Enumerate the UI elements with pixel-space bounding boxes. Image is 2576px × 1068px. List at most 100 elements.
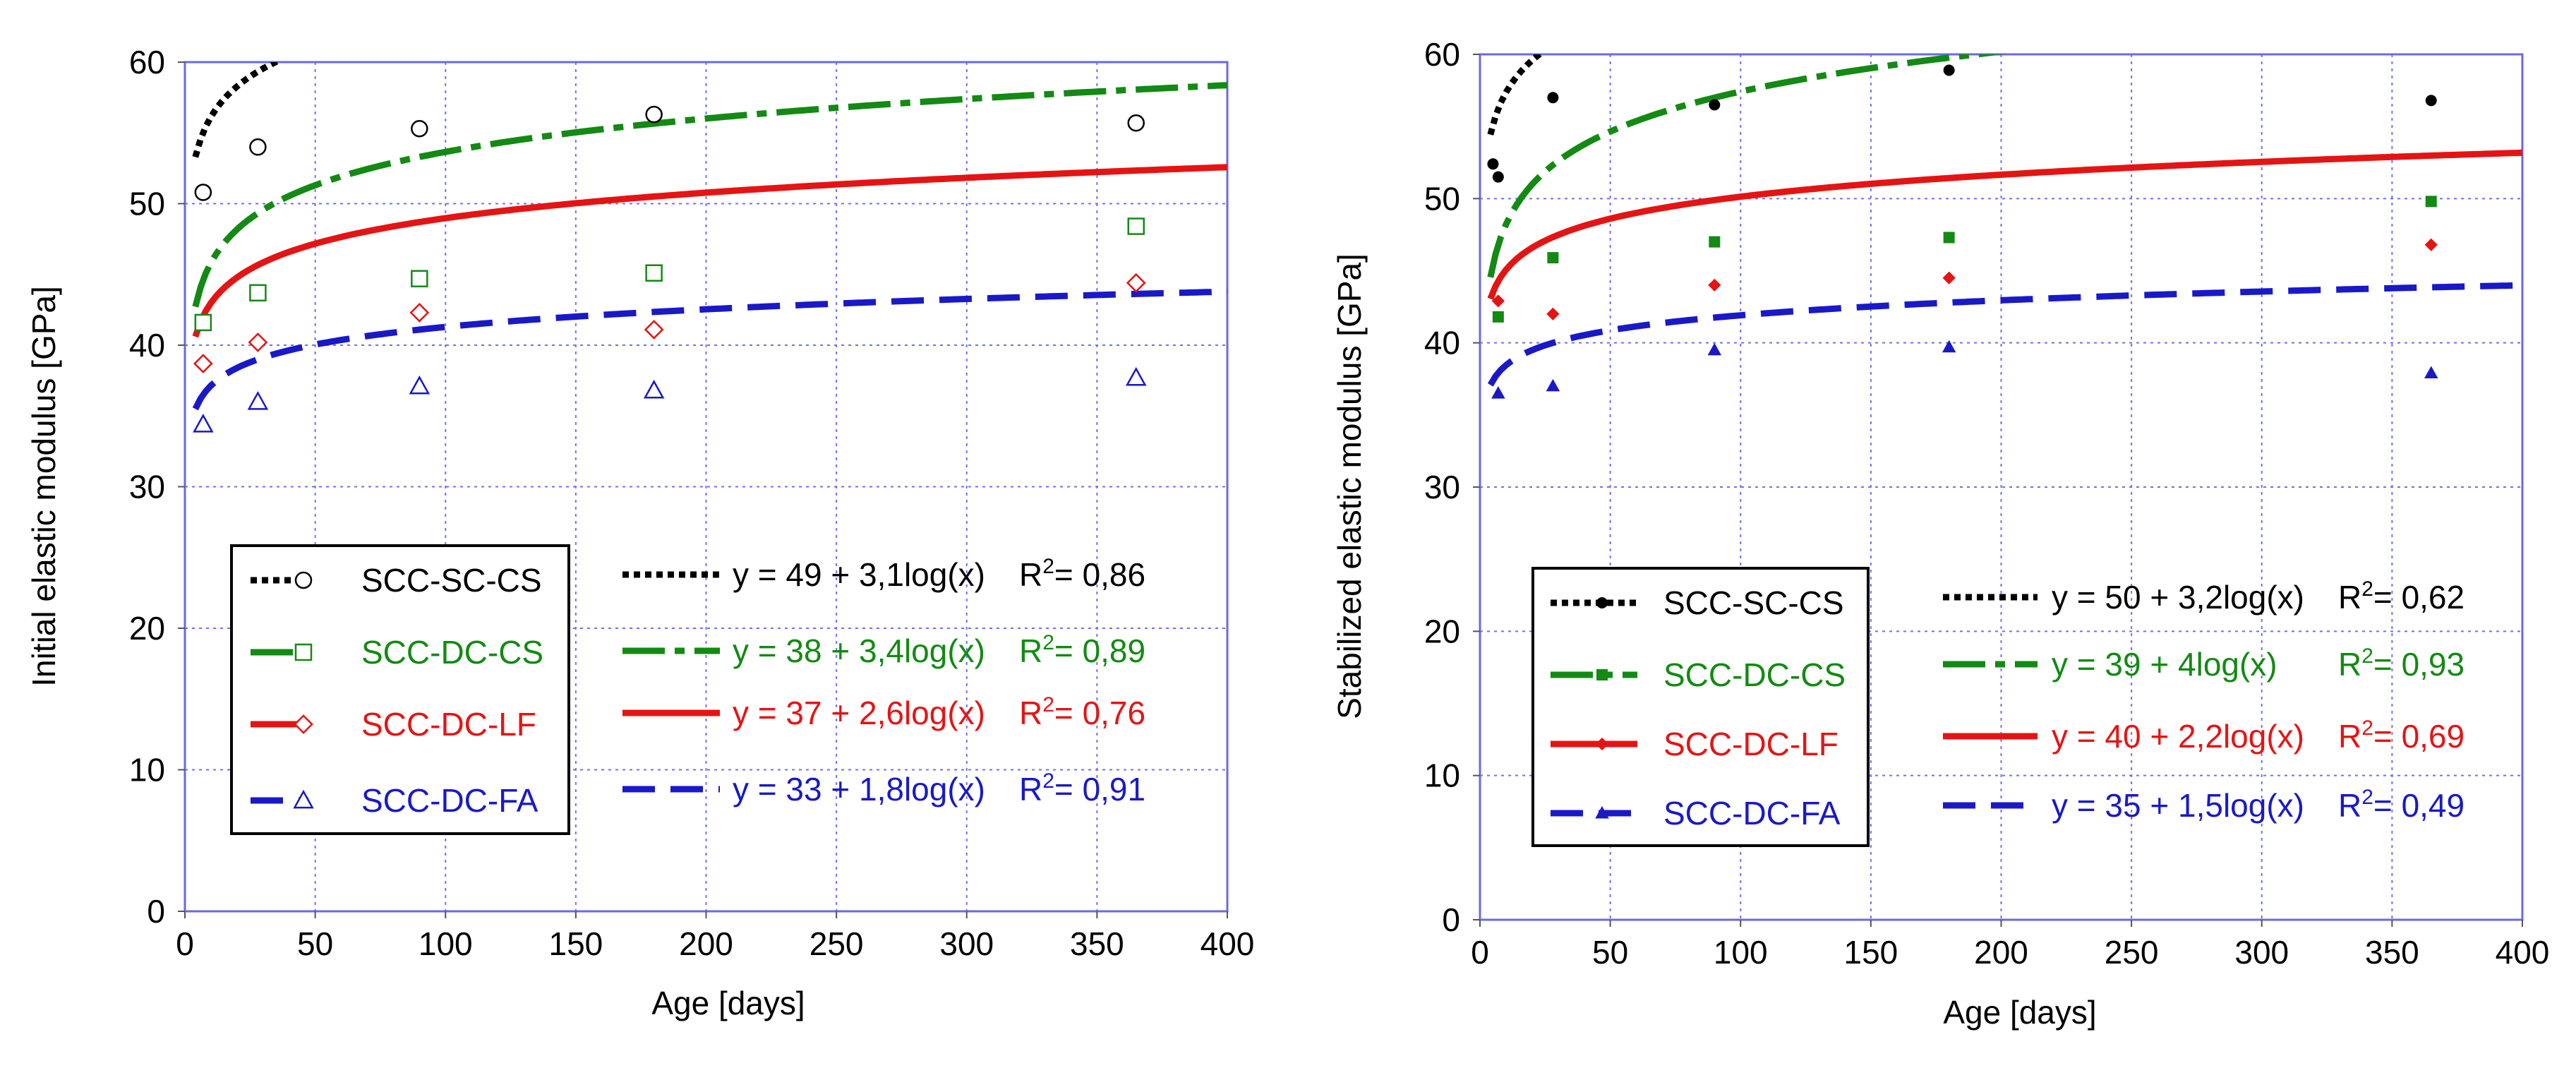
r2-symbol: R [2338,787,2361,824]
x-tick-label: 100 [1714,934,1768,971]
data-point [1943,232,1955,244]
data-point [248,332,268,352]
r2-symbol: R [2338,646,2361,683]
series-scc-dc-cs [194,217,1145,332]
series-scc-sc-cs [194,105,1145,201]
data-point [1942,340,1956,353]
data-point [2425,196,2437,208]
r2-value: = 0,93 [2373,646,2464,683]
legend-markers: SCC-SC-CS SCC-DC-CS SCC-DC-LF SCC-DC-FA [1531,567,1870,847]
chart-1: 0 50 100 150 200 250 300 350 400 0 10 20 30 40 50 60 Age… [25,44,1255,1021]
r2-symbol: R [1019,632,1042,669]
x-tick-label: 350 [1070,925,1124,962]
data-point [409,303,430,323]
series-scc-dc-lf [193,272,1146,373]
r2-value: = 0,76 [1054,695,1145,731]
r2-symbol: R [1019,695,1042,731]
x-tick-label: 150 [549,925,603,962]
x-tick-label: 50 [297,925,333,962]
data-point [1125,366,1147,386]
x-tick-label: 400 [1200,925,1255,962]
y-tick-label: 10 [129,752,165,788]
legend-diamond-icon [294,714,313,734]
data-point [1492,311,1504,323]
y-tick-label: 20 [1424,613,1460,649]
data-point [247,390,269,410]
r2-symbol: R [2338,579,2361,616]
fit-curve-scc-dc-lf [192,164,1227,338]
y-tick-label: 50 [1424,180,1460,217]
legend-circle-icon [1596,597,1608,608]
x-tick-label: 200 [679,925,733,962]
data-point [194,184,212,201]
fit-curve-scc-dc-cs [192,82,1227,308]
data-point [1943,64,1955,76]
data-point [411,119,428,138]
r2-superscript: 2 [1042,693,1054,716]
x-tick-label: 150 [1844,934,1898,971]
x-tick-label: 0 [176,925,194,962]
legend-square-icon [1596,669,1608,680]
x-axis-title: Age [days] [651,985,805,1021]
data-point [249,284,267,302]
legend-triangle-icon [1595,805,1609,819]
fit-equation: y = 39 + 4log(x) [2052,646,2277,683]
legend-box [1531,567,1870,847]
legend-label: SCC-DC-CS [361,634,543,671]
data-point [2424,366,2438,379]
data-point [1127,217,1145,235]
y-tick-label: 40 [129,327,165,364]
series-scc-dc-fa [193,366,1147,433]
data-point [409,375,431,395]
y-tick-label: 30 [129,469,165,505]
y-axis-title: Initial elastic modulus [GPa] [25,286,62,687]
r2-superscript: 2 [2361,577,2373,601]
data-point [1942,271,1956,284]
y-tick-label: 30 [1424,469,1460,505]
fit-r2: R2= 0,89 [1019,631,1145,669]
y-tick-label: 60 [129,44,165,80]
data-point [1707,342,1722,356]
y-tick-label: 0 [147,893,165,930]
data-point [411,270,428,288]
r2-symbol: R [2338,718,2361,755]
fit-r2: R2= 0,91 [1019,769,1145,808]
x-tick-label: 0 [1471,934,1489,971]
data-point [1126,272,1146,293]
fit-r2: R2= 0,76 [1019,693,1145,731]
fit-r2: R2= 0,49 [2338,786,2464,824]
legend-label: SCC-DC-LF [1663,726,1838,762]
y-axis-title: Stabilized elastic modulus [GPa] [1331,253,1368,719]
fit-equation: y = 35 + 1,5log(x) [2052,787,2304,824]
data-point [2425,95,2437,107]
legend-label: SCC-DC-LF [361,706,536,743]
fit-curve-scc-dc-lf [1487,149,2522,300]
x-tick-label: 400 [2496,934,2550,971]
fit-curve-scc-dc-cs [1487,54,2005,278]
legend-label: SCC-DC-FA [361,782,538,819]
r2-superscript: 2 [1042,631,1054,654]
x-tick-label: 300 [939,925,994,962]
legend-triangle-icon [293,789,314,809]
data-point [643,379,665,399]
r2-symbol: R [1019,556,1042,593]
fit-equation: y = 38 + 3,4log(x) [733,632,985,669]
y-tick-label: 40 [1424,325,1460,361]
fit-equation: y = 37 + 2,6log(x) [733,695,985,731]
data-point [1487,158,1499,170]
series-scc-dc-lf [1491,238,2438,320]
x-tick-label: 350 [2365,934,2419,971]
r2-superscript: 2 [1042,555,1054,578]
series-scc-dc-fa [1491,340,2438,399]
data-point [1546,378,1560,392]
data-point [1491,386,1505,399]
legend-square-icon [294,643,313,661]
x-tick-label: 50 [1592,934,1628,971]
x-tick-label: 300 [2234,934,2289,971]
fit-equation: y = 49 + 3,1log(x) [733,556,985,593]
data-point [2424,238,2438,251]
fit-r2: R2= 0,62 [2338,577,2464,616]
r2-symbol: R [1019,771,1042,808]
y-tick-label: 20 [129,610,165,647]
data-point [1492,171,1504,183]
